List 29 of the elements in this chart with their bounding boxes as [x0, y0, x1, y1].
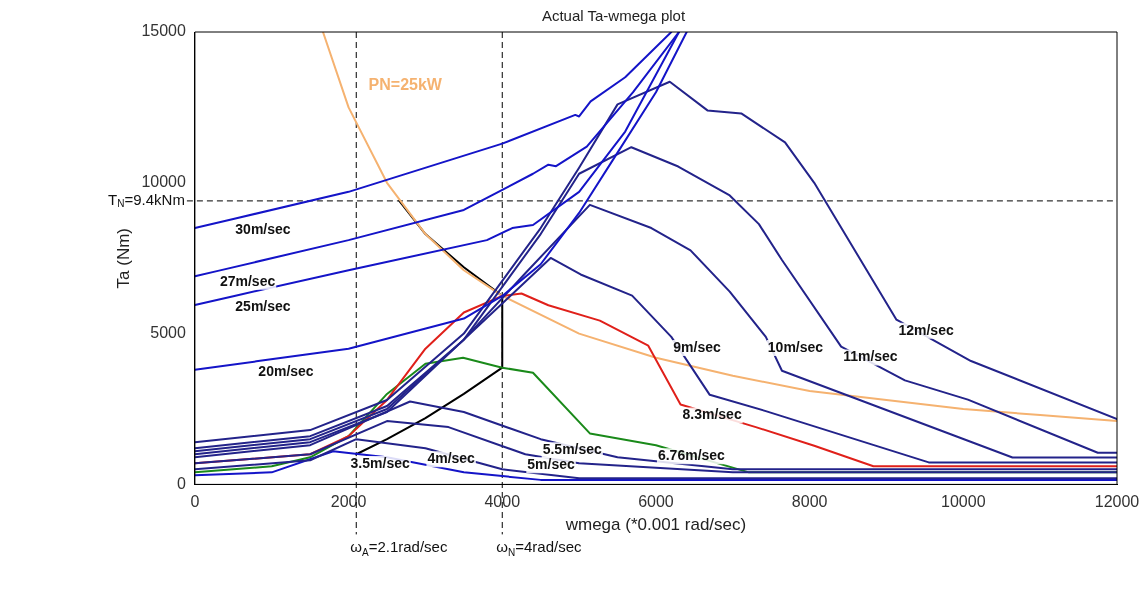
annotation: 12m/sec	[898, 321, 954, 338]
annotation: 9m/sec	[673, 338, 722, 355]
x-tick-label: 8000	[791, 493, 828, 511]
x-tick-label: 0	[190, 493, 200, 511]
annotation: 10m/sec	[767, 338, 824, 355]
x-tick-label: 12000	[1094, 493, 1140, 511]
annotation: 4m/sec	[427, 450, 476, 467]
x-tick-label: 2000	[330, 493, 367, 511]
annotation: 3.5m/sec	[350, 454, 410, 471]
annotation: 27m/sec	[219, 272, 276, 289]
annotation: 30m/sec	[235, 220, 291, 237]
x-tick-label: 6000	[638, 493, 674, 511]
y-axis-title: Ta (Nm)	[113, 227, 133, 289]
y-tick-label: 0	[176, 474, 186, 492]
x-tick-label: 4000	[484, 493, 521, 511]
chart-title: Actual Ta-wmega plot	[541, 7, 686, 25]
y-tick-label: 10000	[141, 173, 186, 191]
series-label: PN=25kW	[368, 75, 443, 93]
x-axis-title: wmega (*0.001 rad/sec)	[564, 515, 747, 535]
annotation: 6.76m/sec	[657, 447, 726, 464]
annotation: 20m/sec	[258, 363, 314, 380]
annotation: 5m/sec	[527, 456, 576, 473]
annotation: 11m/sec	[843, 348, 898, 365]
y-tick-label: 15000	[141, 22, 186, 40]
y-tick-label: 5000	[150, 324, 186, 342]
annotation: 8.3m/sec	[682, 406, 742, 423]
x-tick-label: 10000	[941, 493, 986, 511]
annotation: 5.5m/sec	[542, 441, 603, 458]
annotation: 25m/sec	[235, 298, 291, 315]
